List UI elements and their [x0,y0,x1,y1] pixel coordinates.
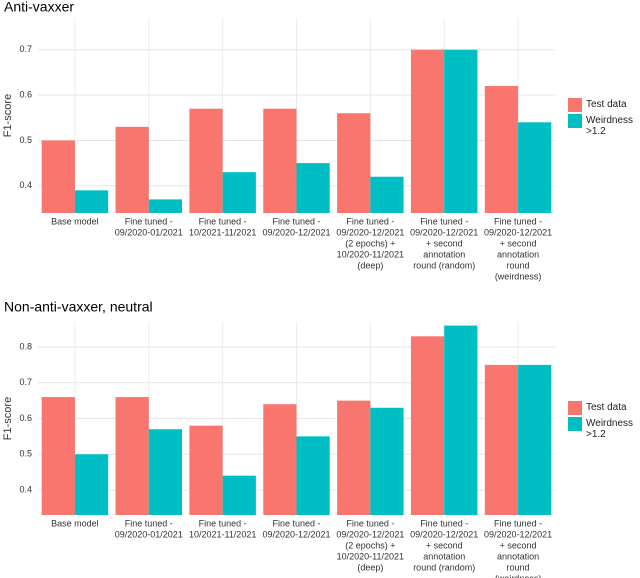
bar [115,397,149,515]
x-tick-label: Fine tuned - [199,518,247,528]
legend-swatch [568,97,582,112]
x-tick-label: Fine tuned - [346,518,394,528]
x-tick-label: Fine tuned - [125,518,173,528]
bar [337,400,371,515]
legend-label: Weirdness >1.2 [586,417,634,440]
x-tick-label: round [507,260,530,270]
x-tick-label: (2 epochs) + [345,238,395,248]
x-tick-label: (weirdness) [495,271,542,281]
bar [222,172,256,213]
x-tick-label: Fine tuned - [125,216,173,226]
x-tick-label: (2 epochs) + [345,540,395,550]
x-tick-label: annotation [497,249,539,259]
x-tick-label: (deep) [357,260,383,270]
bar [74,190,109,213]
bar [41,397,75,515]
x-tick-label: 10/2020-11/2021 [337,249,404,259]
x-tick-label: Fine tuned - [420,518,468,528]
bar [263,108,297,213]
x-tick-label: 09/2020-12/2021 [336,227,404,237]
x-tick-label: 09/2020-01/2021 [115,227,183,237]
bar [148,429,183,515]
y-tick-label: 0.4 [19,180,32,190]
x-tick-label: Fine tuned - [272,518,320,528]
x-tick-label: + second [426,238,463,248]
chart-title: Non-anti-vaxxer, neutral [4,299,153,315]
bar [189,108,223,213]
x-tick-label: Fine tuned - [420,216,468,226]
y-tick-label: 0.7 [19,44,32,54]
bar [296,436,330,515]
x-tick-label: Fine tuned - [494,216,542,226]
legend-label: Weirdness >1.2 [586,114,634,137]
legend-label: Test data [586,98,627,110]
y-axis-title: F1-score [2,397,14,440]
y-axis-title: F1-score [2,94,14,137]
y-tick-label: 0.5 [19,135,32,145]
bar [484,86,519,213]
x-tick-label: round [507,562,530,572]
x-tick-label: (deep) [357,562,383,572]
x-tick-label: 09/2020-12/2021 [410,227,478,237]
bar [296,163,330,213]
bar [444,325,478,515]
legend-swatch [568,400,582,415]
x-tick-label: round (random) [413,562,475,572]
bar [410,336,445,515]
x-tick-label: + second [500,540,537,550]
bar [518,122,552,213]
x-tick-label: (weirdness) [495,573,542,578]
x-tick-label: 10/2021-11/2021 [189,529,256,539]
bar [263,404,297,515]
x-tick-label: 09/2020-12/2021 [336,529,404,539]
x-tick-label: annotation [423,249,465,259]
x-tick-label: Fine tuned - [272,216,320,226]
legend-label: Test data [586,401,627,413]
x-tick-label: round (random) [413,260,475,270]
x-tick-label: 10/2020-11/2021 [337,551,404,561]
y-tick-label: 0.6 [19,413,32,423]
x-tick-label: Fine tuned - [199,216,247,226]
bar [484,364,519,515]
bar [370,176,404,213]
x-tick-label: + second [500,238,537,248]
bar [518,364,552,515]
x-tick-label: 09/2020-01/2021 [115,529,183,539]
bar [370,407,404,515]
bar [222,475,256,515]
legend-swatch [568,113,582,128]
bar [41,140,75,213]
x-tick-label: Base model [51,518,99,528]
bar [74,454,109,515]
x-tick-label: 10/2021-11/2021 [189,227,256,237]
x-tick-label: annotation [497,551,539,561]
bar [148,199,183,213]
x-tick-label: 09/2020-12/2021 [262,227,330,237]
x-tick-label: 09/2020-12/2021 [410,529,478,539]
y-tick-label: 0.5 [19,449,32,459]
x-tick-label: Fine tuned - [494,518,542,528]
y-tick-label: 0.6 [19,89,32,99]
legend-swatch [568,416,582,431]
x-tick-label: + second [426,540,463,550]
x-tick-label: annotation [423,551,465,561]
x-tick-label: 09/2020-12/2021 [262,529,330,539]
y-tick-label: 0.7 [19,377,32,387]
bar [410,49,445,213]
y-tick-label: 0.8 [19,341,32,351]
x-tick-label: Base model [51,216,99,226]
x-tick-label: 09/2020-12/2021 [484,529,552,539]
y-tick-label: 0.4 [19,484,32,494]
x-tick-label: 09/2020-12/2021 [484,227,552,237]
bar [189,425,223,515]
bar [115,126,149,213]
chart-title: Anti-vaxxer [4,0,74,15]
bar [444,49,478,213]
bar [337,113,371,213]
x-tick-label: Fine tuned - [346,216,394,226]
